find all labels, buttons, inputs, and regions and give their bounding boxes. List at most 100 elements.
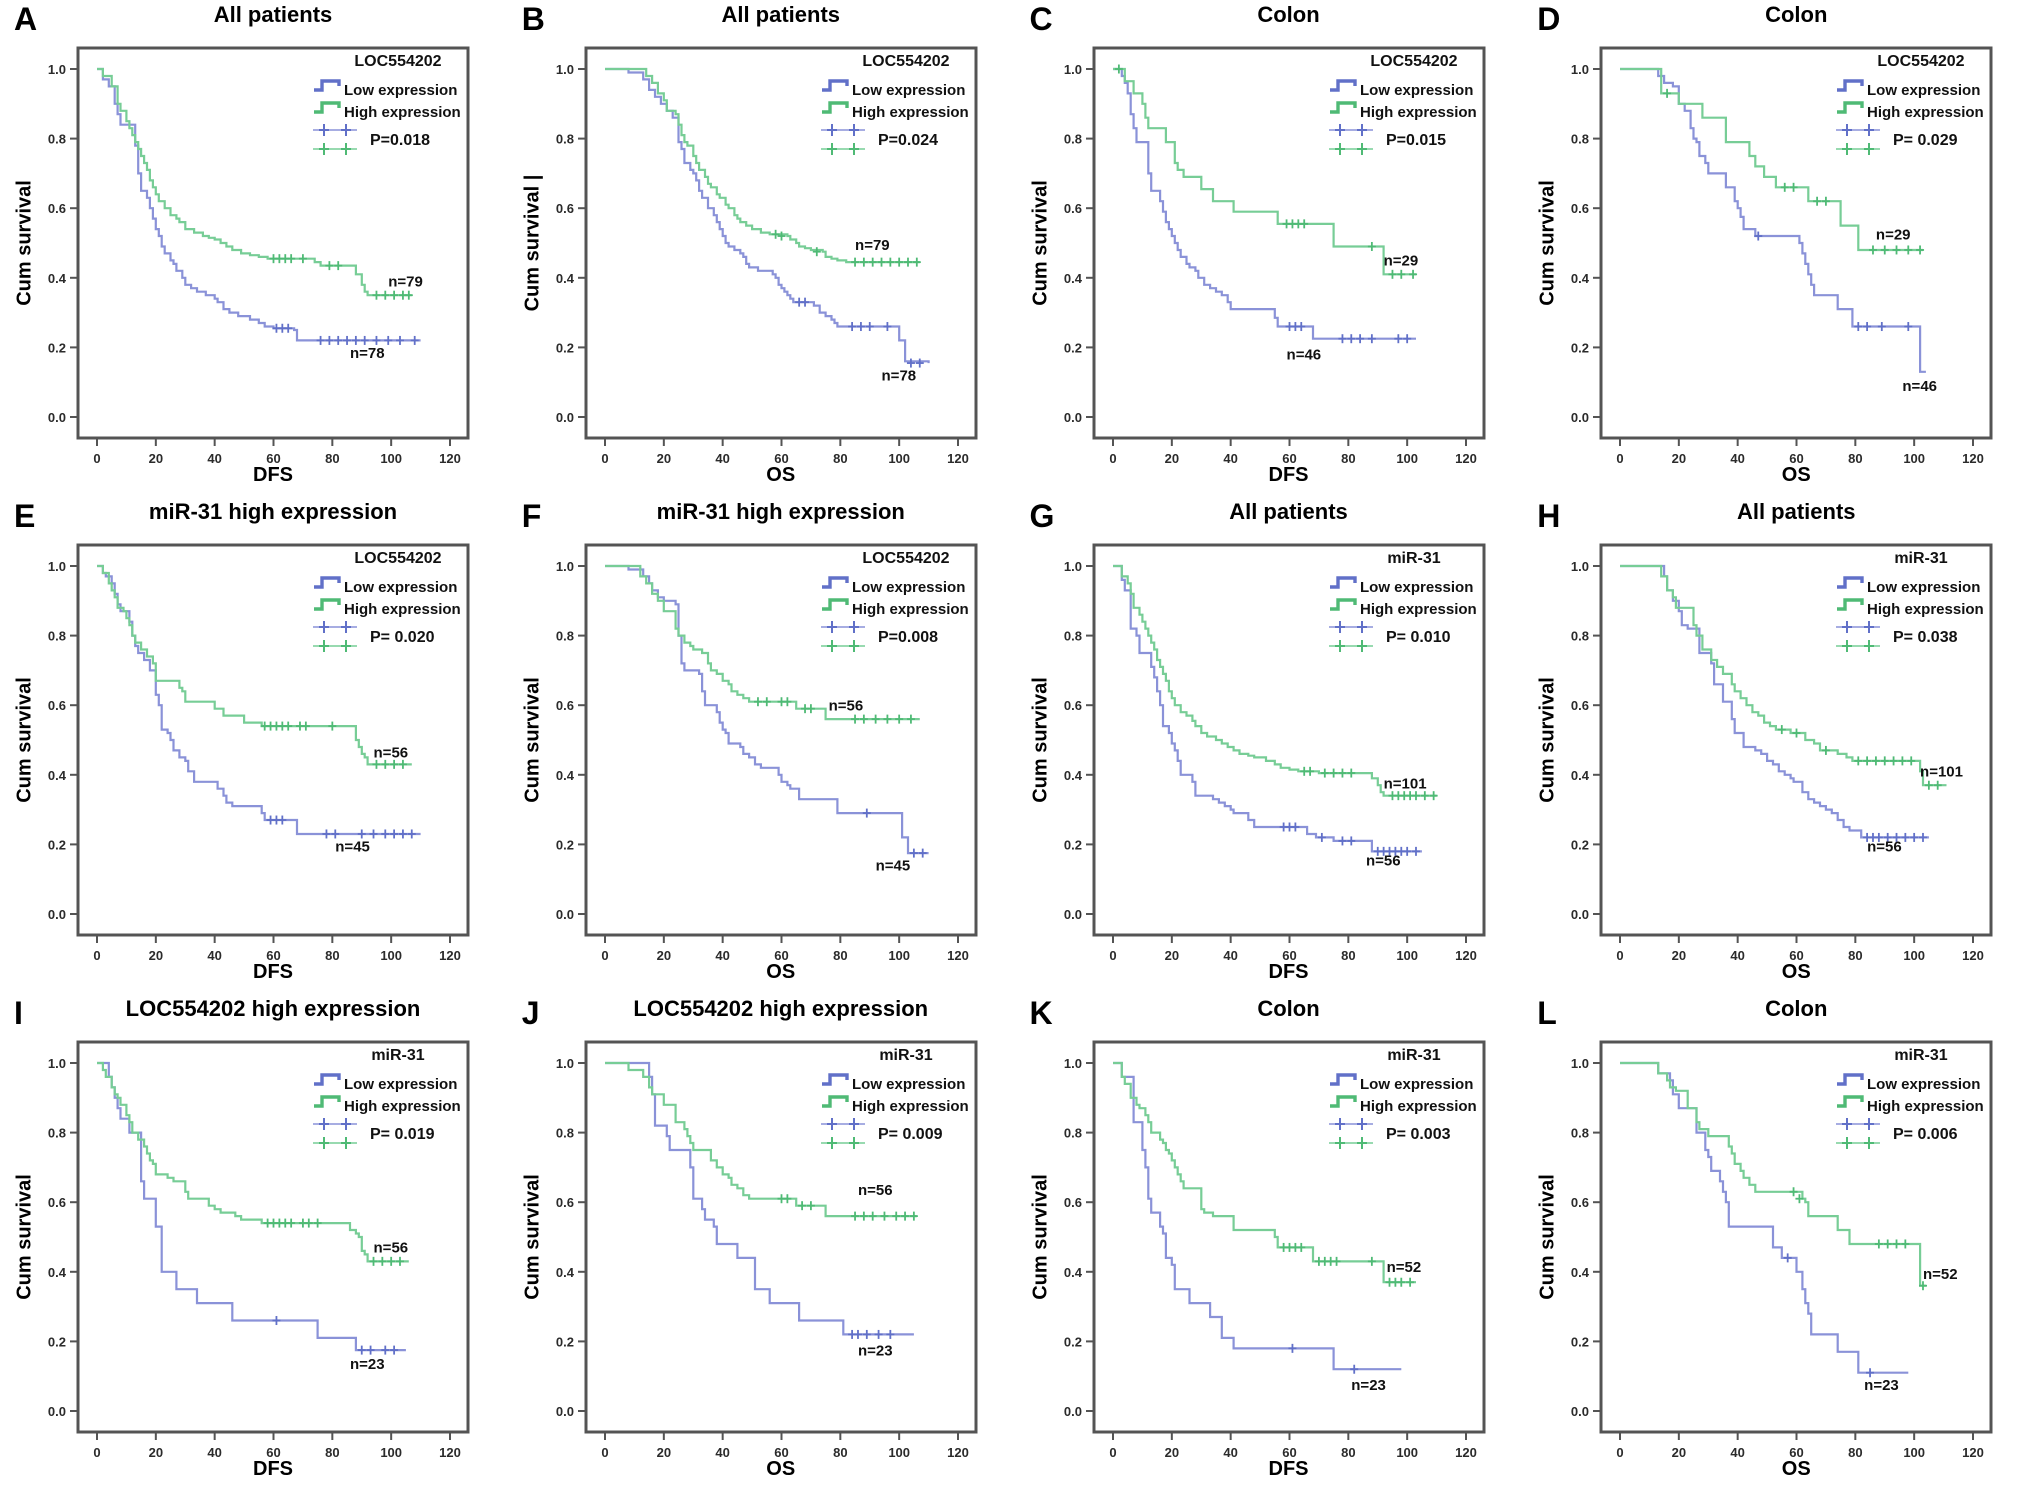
high-n-label: n=56	[374, 1240, 409, 1257]
km-plot: 0.0 0.2 0.4 0.6 0.8 1.0 0 20 40 60 80 100 120 n=78 n=7…	[48, 46, 470, 466]
km-plot: 0.0 0.2 0.4 0.6 0.8 1.0 0 20 40 60 80 100 120 n=23 n=5…	[1063, 1040, 1485, 1460]
low-n-label: n=78	[881, 367, 916, 384]
high-legend-label: High expression	[852, 601, 969, 618]
y-tick-label: 0.0	[1063, 1404, 1081, 1419]
y-tick-label: 1.0	[1571, 559, 1589, 574]
legend: LOC554202 Low expression High expression P=…	[1836, 53, 1984, 155]
p-value-label: P= 0.020	[370, 629, 435, 646]
y-tick-label: 1.0	[48, 559, 66, 574]
x-tick-label: 100	[888, 1445, 910, 1460]
panel-title: Colon	[1257, 2, 1320, 27]
x-tick-label: 60	[1282, 451, 1296, 466]
x-axis-label: DFS	[253, 464, 293, 486]
legend-title: LOC554202	[1878, 53, 1965, 70]
km-plot: 0.0 0.2 0.4 0.6 0.8 1.0 0 20 40 60 80 100 120 n=78 n=7…	[556, 46, 978, 466]
panel-title: All patients	[1229, 499, 1348, 524]
p-value-label: P=0.024	[878, 132, 938, 149]
x-tick-label: 60	[266, 948, 280, 963]
legend-title: LOC554202	[862, 550, 949, 567]
y-tick-label: 0.6	[556, 201, 574, 216]
y-tick-label: 0.4	[1571, 271, 1590, 286]
low-n-label: n=56	[1867, 838, 1902, 855]
high-expression-curve	[1620, 67, 1924, 252]
y-tick-label: 0.6	[1571, 698, 1589, 713]
low-expression-curve	[1112, 67, 1416, 340]
p-value-label: P= 0.019	[370, 1126, 435, 1143]
y-tick-label: 0.0	[556, 410, 574, 425]
x-tick-label: 20	[1164, 948, 1178, 963]
x-tick-label: 0	[601, 948, 608, 963]
high-n-label: n=101	[1383, 776, 1426, 793]
x-tick-label: 20	[149, 451, 163, 466]
x-tick-label: 120	[947, 451, 969, 466]
x-axis-label: OS	[1781, 961, 1811, 983]
low-n-label: n=45	[335, 838, 370, 855]
x-tick-label: 0	[1109, 1445, 1116, 1460]
legend: miR-31 Low expression High expression P= 0.…	[1836, 550, 1984, 652]
low-expression-curve	[1620, 1061, 1909, 1374]
legend: miR-31 Low expression High expression P= 0.…	[1328, 550, 1476, 652]
y-tick-label: 0.4	[556, 1265, 575, 1280]
x-tick-label: 80	[833, 948, 847, 963]
x-tick-label: 80	[1341, 451, 1355, 466]
y-tick-label: 0.0	[48, 907, 66, 922]
high-expression-curve	[1620, 1061, 1927, 1287]
x-tick-label: 40	[1731, 948, 1745, 963]
x-tick-label: 120	[1455, 1445, 1477, 1460]
x-tick-label: 60	[266, 451, 280, 466]
x-tick-label: 120	[947, 948, 969, 963]
x-tick-label: 40	[1731, 1445, 1745, 1460]
x-axis-label: DFS	[253, 961, 293, 983]
km-plot: 0.0 0.2 0.4 0.6 0.8 1.0 0 20 40 60 80 100 120 n=56 n=1…	[1063, 543, 1485, 963]
high-legend-label: High expression	[852, 104, 969, 121]
panel-L: L Colon 0.0 0.2 0.4 0.6 0.8 1.0 0 20 40 60 80 100 12…	[1523, 994, 2031, 1491]
panel-G: G All patients 0.0 0.2 0.4 0.6 0.8 1.0 0 20 40 60…	[1016, 497, 1524, 994]
y-tick-label: 0.0	[556, 1404, 574, 1419]
y-tick-label: 1.0	[556, 62, 574, 77]
low-n-label: n=46	[1286, 347, 1321, 364]
y-axis-label: Cum survival	[1536, 1174, 1559, 1300]
panel-title: Colon	[1765, 2, 1828, 27]
y-tick-label: 0.6	[1063, 201, 1081, 216]
y-tick-label: 0.6	[1571, 1195, 1589, 1210]
panel-A: A All patients 0.0 0.2 0.4 0.6 0.8 1.0 0 20 40 60…	[0, 0, 508, 497]
p-value-label: P=0.018	[370, 132, 430, 149]
x-tick-label: 60	[774, 948, 788, 963]
y-tick-label: 0.8	[1571, 132, 1589, 147]
x-tick-label: 60	[774, 1445, 788, 1460]
low-expression-curve	[1620, 67, 1927, 373]
x-axis-label: DFS	[1268, 1458, 1309, 1480]
y-tick-label: 0.4	[1063, 1265, 1082, 1280]
km-plot: 0.0 0.2 0.4 0.6 0.8 1.0 0 20 40 60 80 100 120 n=46 n=2…	[1571, 46, 1993, 466]
panel-K: K Colon 0.0 0.2 0.4 0.6 0.8 1.0 0 20 40 60 80 100 12…	[1016, 994, 1524, 1491]
y-tick-label: 1.0	[556, 559, 574, 574]
p-value-label: P= 0.010	[1386, 629, 1451, 646]
y-tick-label: 1.0	[1571, 62, 1589, 77]
y-tick-label: 0.4	[1063, 271, 1082, 286]
x-tick-label: 60	[774, 451, 788, 466]
x-tick-label: 0	[1617, 451, 1624, 466]
y-axis-label: Cum survival	[13, 1174, 36, 1300]
y-tick-label: 0.2	[48, 1334, 66, 1349]
x-tick-label: 80	[833, 451, 847, 466]
x-tick-label: 40	[1223, 451, 1237, 466]
high-legend-label: High expression	[1360, 1098, 1477, 1115]
x-tick-label: 40	[715, 1445, 729, 1460]
x-tick-label: 40	[1223, 948, 1237, 963]
y-tick-label: 0.2	[556, 1334, 574, 1349]
low-legend-label: Low expression	[1360, 82, 1473, 99]
p-value-label: P= 0.003	[1386, 1126, 1451, 1143]
x-axis-label: DFS	[1268, 464, 1309, 486]
high-legend-label: High expression	[1867, 1098, 1984, 1115]
y-tick-label: 0.2	[556, 340, 574, 355]
y-tick-label: 0.4	[48, 768, 67, 783]
y-tick-label: 1.0	[1063, 1056, 1081, 1071]
low-expression-curve	[1112, 564, 1422, 853]
x-axis-label: OS	[766, 1458, 796, 1480]
high-legend-swatch	[1329, 1095, 1357, 1108]
x-tick-label: 120	[1962, 451, 1984, 466]
x-tick-label: 120	[947, 1445, 969, 1460]
km-plot: 0.0 0.2 0.4 0.6 0.8 1.0 0 20 40 60 80 100 120 n=45 n=5…	[556, 543, 978, 963]
x-tick-label: 0	[93, 1445, 100, 1460]
panel-letter: A	[14, 1, 38, 37]
